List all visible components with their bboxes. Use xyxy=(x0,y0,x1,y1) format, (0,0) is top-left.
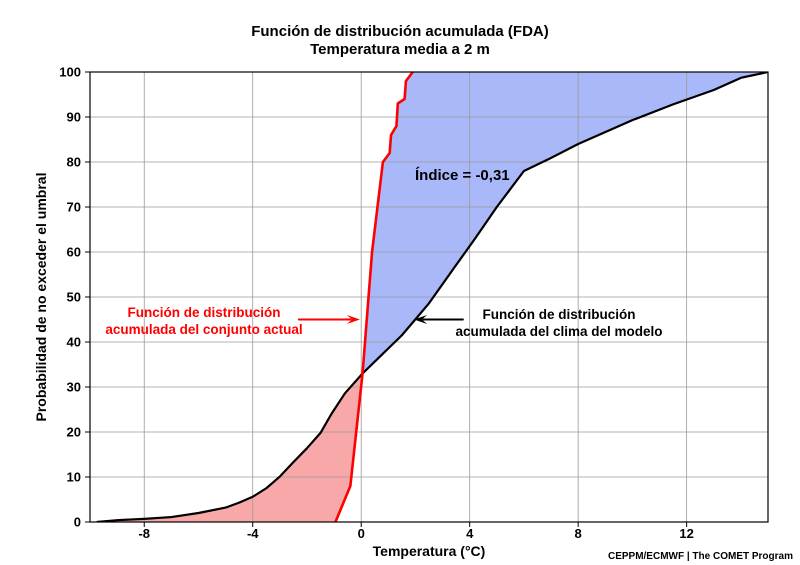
y-tick-label: 20 xyxy=(67,425,81,440)
x-tick-label: 8 xyxy=(575,526,582,541)
ensemble-cdf-label-line2: acumulada del conjunto actual xyxy=(105,322,302,337)
arrow-ensemble-head xyxy=(346,315,360,324)
y-tick-label: 100 xyxy=(59,65,81,80)
ensemble-cdf-label-line1: Función de distribución xyxy=(128,305,281,320)
shade-climate-greater xyxy=(96,374,363,522)
y-tick-label: 80 xyxy=(67,155,81,170)
x-tick-label: -4 xyxy=(247,526,259,541)
climate-cdf-label-line2: acumulada del clima del modelo xyxy=(455,324,662,339)
x-tick-label: -8 xyxy=(138,526,150,541)
series-line-ensemble xyxy=(334,72,414,522)
climate-cdf-label-line1: Función de distribución xyxy=(483,307,636,322)
y-tick-label: 10 xyxy=(67,470,81,485)
x-tick-label: 0 xyxy=(358,526,365,541)
x-axis-label: Temperatura (°C) xyxy=(373,543,486,559)
y-tick-label: 30 xyxy=(67,380,81,395)
y-tick-label: 0 xyxy=(74,515,81,530)
y-tick-label: 70 xyxy=(67,200,81,215)
y-tick-label: 90 xyxy=(67,110,81,125)
chart-title: Función de distribución acumulada (FDA) xyxy=(251,23,549,40)
arrow-climate-head xyxy=(414,315,428,324)
y-axis-label: Probabilidad de no exceder el umbral xyxy=(33,173,49,422)
credit: CEPPM/ECMWF | The COMET Program xyxy=(608,551,793,562)
chart-subtitle: Temperatura media a 2 m xyxy=(310,41,490,58)
y-tick-label: 40 xyxy=(67,335,81,350)
series-line-climate xyxy=(96,72,768,522)
index-label: Índice = -0,31 xyxy=(415,167,510,184)
y-tick-label: 50 xyxy=(67,290,81,305)
shaded-areas xyxy=(96,72,768,522)
x-tick-label: 4 xyxy=(466,526,474,541)
series-lines xyxy=(96,72,768,522)
x-tick-label: 12 xyxy=(679,526,693,541)
tick-labels: -8 -4 0 4 8 12 0 10 20 30 40 50 60 70 80 90 100 xyxy=(59,65,694,542)
shade-ensemble-greater xyxy=(362,72,768,374)
annotation-arrows xyxy=(297,315,464,324)
y-tick-label: 60 xyxy=(67,245,81,260)
